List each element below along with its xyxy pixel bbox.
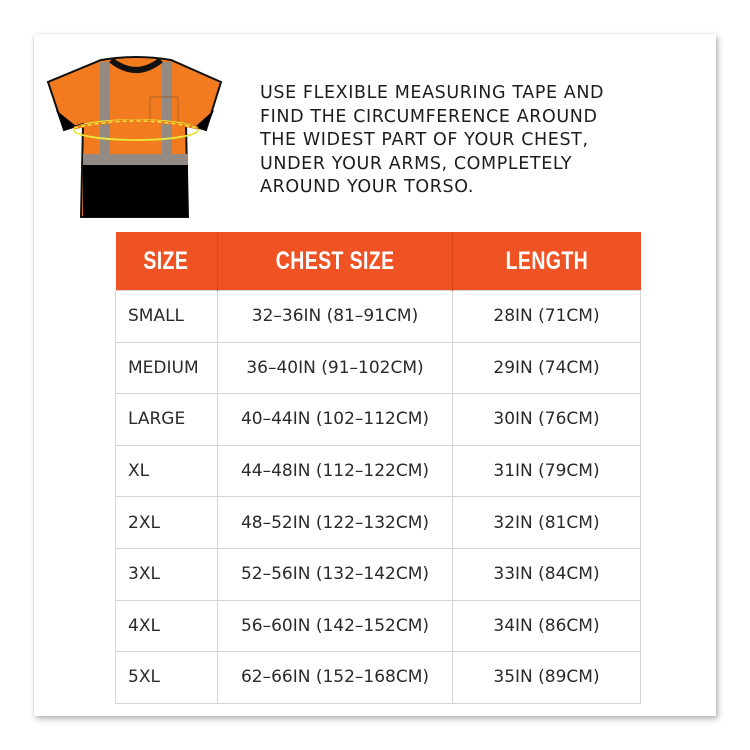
table-header-row: SIZE CHEST SIZE LENGTH [115, 232, 641, 291]
length-cell: 30IN (76CM) [452, 393, 641, 446]
header-chest-size: CHEST SIZE [217, 232, 453, 291]
instruction-line: UNDER YOUR ARMS, COMPLETELY [260, 153, 573, 174]
table-row: 2XL 48–52IN (122–132CM) 32IN (81CM) [115, 496, 641, 549]
size-cell: XL [115, 444, 218, 498]
chest-cell: 62–66IN (152–168CM) [217, 651, 453, 704]
size-cell: SMALL [115, 290, 218, 343]
size-cell: 4XL [115, 599, 218, 653]
chest-cell: 48–52IN (122–132CM) [217, 496, 453, 549]
size-cell: MEDIUM [115, 341, 218, 395]
length-cell: 34IN (86CM) [452, 599, 641, 653]
size-cell: 2XL [115, 496, 218, 549]
instruction-line: AROUND YOUR TORSO. [260, 177, 475, 197]
table-row: SMALL 32–36IN (81–91CM) 28IN (71CM) [115, 290, 641, 343]
chest-cell: 40–44IN (102–112CM) [217, 393, 453, 446]
size-cell: 5XL [115, 651, 218, 704]
length-cell: 29IN (74CM) [452, 341, 641, 395]
header-size: SIZE [115, 232, 218, 291]
size-table: SIZE CHEST SIZE LENGTH SMALL 32–36IN (81–… [115, 232, 641, 704]
shirt-illustration [46, 56, 223, 218]
length-cell: 33IN (84CM) [452, 547, 641, 601]
length-cell: 31IN (79CM) [452, 444, 641, 498]
table-row: XL 44–48IN (112–122CM) 31IN (79CM) [115, 444, 641, 498]
header-length: LENGTH [452, 232, 641, 291]
size-cell: 3XL [115, 547, 218, 601]
measuring-instructions: USE FLEXIBLE MEASURING TAPE AND FIND THE… [260, 82, 604, 200]
instruction-line: FIND THE CIRCUMFERENCE AROUND [260, 106, 598, 127]
chest-cell: 56–60IN (142–152CM) [217, 599, 453, 653]
table-row: LARGE 40–44IN (102–112CM) 30IN (76CM) [115, 393, 641, 446]
chest-cell: 52–56IN (132–142CM) [217, 547, 453, 601]
table-row: MEDIUM 36–40IN (91–102CM) 29IN (74CM) [115, 341, 641, 395]
instruction-line: USE FLEXIBLE MEASURING TAPE AND [260, 83, 605, 103]
chest-cell: 32–36IN (81–91CM) [217, 290, 453, 343]
length-cell: 32IN (81CM) [452, 496, 641, 549]
length-cell: 35IN (89CM) [452, 651, 641, 704]
size-cell: LARGE [115, 393, 218, 446]
table-row: 5XL 62–66IN (152–168CM) 35IN (89CM) [115, 651, 641, 704]
table-row: 4XL 56–60IN (142–152CM) 34IN (86CM) [115, 599, 641, 653]
length-cell: 28IN (71CM) [452, 290, 641, 343]
chest-cell: 44–48IN (112–122CM) [217, 444, 453, 498]
instruction-line: THE WIDEST PART OF YOUR CHEST, [260, 130, 589, 150]
chest-cell: 36–40IN (91–102CM) [217, 341, 453, 395]
table-row: 3XL 52–56IN (132–142CM) 33IN (84CM) [115, 547, 641, 601]
